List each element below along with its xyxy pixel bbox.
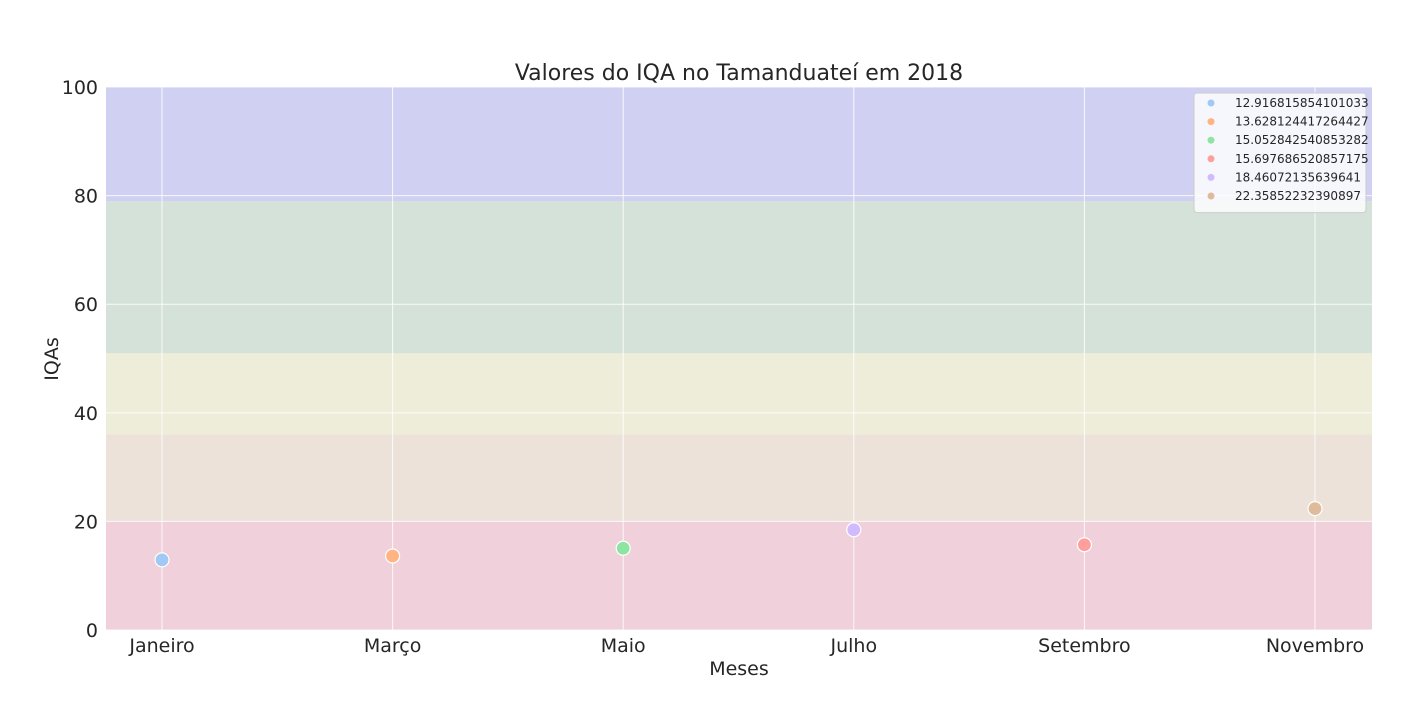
chart-title: Valores do IQA no Tamanduateí em 2018 — [515, 61, 963, 86]
x-tick-label: Julho — [830, 635, 878, 657]
x-tick-label: Setembro — [1038, 635, 1130, 657]
y-tick-label: 100 — [62, 77, 98, 99]
legend-marker — [1207, 99, 1215, 107]
legend-marker — [1207, 118, 1215, 126]
legend-entry: 15.697686520857175 — [1235, 152, 1369, 166]
data-point — [154, 552, 170, 568]
y-tick-label: 0 — [86, 620, 98, 642]
data-point — [615, 540, 631, 556]
legend-marker — [1207, 136, 1215, 144]
data-point — [846, 522, 862, 538]
x-tick-label: Maio — [601, 635, 646, 657]
y-axis-label: IQAs — [41, 337, 63, 380]
data-point — [385, 548, 401, 564]
legend-entry: 12.916815854101033 — [1235, 96, 1369, 110]
x-tick-label: Novembro — [1266, 635, 1364, 657]
data-point — [1076, 537, 1093, 553]
y-tick-label: 80 — [74, 186, 98, 208]
y-tick-label: 60 — [74, 294, 98, 316]
band-3 — [106, 201, 1372, 354]
y-tick-label: 20 — [74, 511, 98, 533]
legend-marker — [1207, 192, 1215, 200]
quality-bands — [106, 87, 1372, 630]
band-2 — [106, 353, 1372, 435]
legend-box — [1193, 92, 1367, 214]
y-tick-label: 40 — [74, 403, 98, 425]
legend-entry: 18.46072135639641 — [1235, 170, 1361, 184]
y-axis-ticks: 0 20 40 60 80 100 — [62, 77, 98, 642]
data-points — [154, 500, 1323, 568]
plot-area — [106, 86, 1372, 631]
x-tick-label: Março — [364, 635, 422, 657]
legend: 12.916815854101033 13.628124417264427 15.0… — [1193, 92, 1369, 214]
data-point — [1307, 500, 1323, 517]
legend-marker — [1207, 173, 1215, 181]
band-4 — [106, 87, 1372, 202]
band-0 — [106, 521, 1372, 630]
band-1 — [106, 434, 1372, 522]
legend-entry: 13.628124417264427 — [1235, 115, 1369, 129]
legend-entry: 22.35852232390897 — [1235, 189, 1361, 203]
legend-entry: 15.052842540853282 — [1235, 133, 1369, 147]
x-axis-ticks: Janeiro Março Maio Julho Setembro Novembro — [128, 635, 1364, 657]
x-axis-label: Meses — [709, 658, 769, 680]
legend-marker — [1207, 155, 1215, 163]
x-tick-label: Janeiro — [128, 635, 194, 657]
